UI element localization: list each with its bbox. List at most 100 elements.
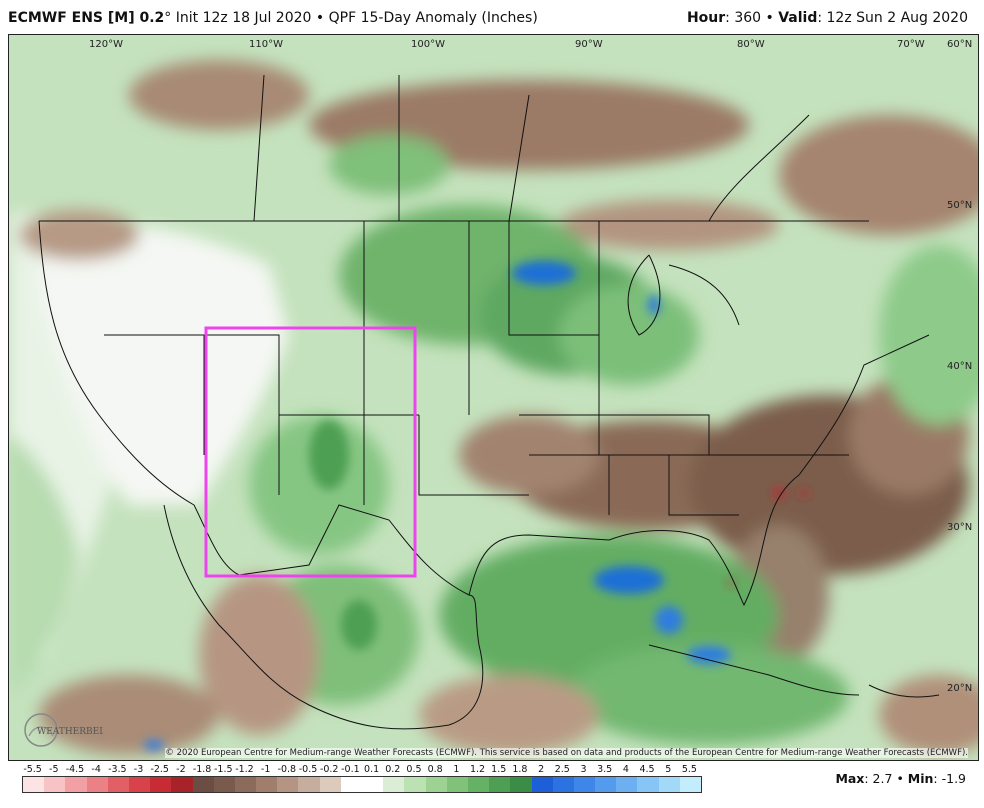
geographic-boundaries <box>38 74 940 730</box>
colorbar-swatch <box>573 777 596 792</box>
lon-label-90w: 90°W <box>575 39 603 50</box>
colorbar-tick-label: 4 <box>622 764 629 775</box>
precip-max-cells <box>144 261 809 750</box>
colorbar-tick-label: -4 <box>91 764 101 775</box>
colorbar-tick-label: 5.5 <box>681 764 697 775</box>
lat-label-30n: 30°N <box>947 522 973 533</box>
colorbar-tick-label: 2 <box>538 764 545 775</box>
colorbar-swatch <box>467 777 490 792</box>
colorbar-tick-label: 1 <box>453 764 460 775</box>
colorbar-tick-label: 0.1 <box>364 764 380 775</box>
colorbar-swatch <box>150 777 172 792</box>
colorbar-tick-label: -0.1 <box>341 764 360 775</box>
colorbar-swatch <box>298 777 320 792</box>
min-label: Min <box>907 771 934 786</box>
colorbar-tick-label: -1.8 <box>192 764 212 775</box>
colorbar-swatch <box>658 777 680 792</box>
colorbar-tick-label: 1.2 <box>469 764 486 775</box>
product-name: QPF 15-Day Anomaly (Inches) <box>328 10 538 26</box>
colorbar-swatch <box>362 777 384 792</box>
valid-time-info: Hour: 360 • Valid: 12z Sun 2 Aug 2020 <box>687 10 968 26</box>
colorbar-tick-label: 3.5 <box>597 764 613 775</box>
colorbar-swatch <box>595 777 617 792</box>
colorbar-tick-label: 1.5 <box>491 764 507 775</box>
lat-label-20n: 20°N <box>947 683 973 694</box>
colorbar-tick-label: -0.8 <box>277 764 297 775</box>
colorbar-swatch <box>531 777 553 792</box>
colorbar-tick-label: -4.5 <box>65 764 85 775</box>
colorbar-tick-label: 0.5 <box>406 764 422 775</box>
colorbar-tick-label: -1.2 <box>235 764 254 775</box>
colorbar-swatch <box>404 777 426 792</box>
colorbar-tick-label: 0.2 <box>385 764 401 775</box>
colorbar-swatch <box>256 777 278 792</box>
valid-label: Valid <box>778 10 818 26</box>
colorbar-tick-label: -5 <box>49 764 59 775</box>
lon-label-100w: 100°W <box>411 39 445 50</box>
degree-symbol: ° <box>164 10 172 26</box>
weatherbell-logo: WEATHERBELL <box>23 712 103 748</box>
model-name: ECMWF ENS [M] 0.2 <box>8 10 165 26</box>
colorbar-swatch <box>383 777 405 792</box>
colorbar-swatch <box>65 777 87 792</box>
colorbar-swatch <box>510 777 532 792</box>
lon-label-70w: 70°W <box>897 39 925 50</box>
colorbar-swatch <box>277 777 299 792</box>
colorbar-tick-label: 2.5 <box>554 764 570 775</box>
colorbar-tick-label: 1.8 <box>512 764 528 775</box>
colorbar-swatch <box>425 777 447 792</box>
colorbar-tick-label: 0.8 <box>427 764 443 775</box>
lat-label-60n: 60°N <box>947 39 973 50</box>
colorbar-swatch <box>23 777 45 792</box>
max-value: : 2.7 <box>864 771 893 786</box>
header: ECMWF ENS [M] 0.2° Init 12z 18 Jul 2020 … <box>0 0 984 34</box>
colorbar-swatch <box>128 777 151 792</box>
colorbar-tick-label: 5 <box>665 764 672 775</box>
colorbar-swatch <box>319 777 341 792</box>
copyright-credit: © 2020 European Centre for Medium-range … <box>165 748 968 758</box>
colorbar-swatch <box>489 777 511 792</box>
colorbar-tick-label: -1 <box>260 764 271 775</box>
hour-value: : 360 <box>725 10 762 26</box>
colorbar-tick-label: -0.5 <box>298 764 318 775</box>
min-value: : -1.9 <box>933 771 966 786</box>
hour-label: Hour <box>686 10 726 26</box>
highlight-box <box>204 326 417 578</box>
lon-label-80w: 80°W <box>737 39 765 50</box>
colorbar-swatch <box>107 777 129 792</box>
colorbar-swatch <box>86 777 108 792</box>
title-separator: • <box>315 10 325 26</box>
valid-separator: • <box>765 10 774 26</box>
colorbar <box>22 776 702 793</box>
lat-label-50n: 50°N <box>947 200 973 211</box>
colorbar-swatch <box>192 777 214 792</box>
init-time: Init 12z 18 Jul 2020 <box>175 10 312 26</box>
colorbar-swatch <box>44 777 66 792</box>
anomaly-map[interactable]: 120°W 110°W 100°W 90°W 80°W 70°W 60°N 50… <box>8 34 979 761</box>
colorbar-tick-label: -0.2 <box>319 764 339 775</box>
colorbar-swatch <box>616 777 638 792</box>
colorbar-swatch <box>234 777 257 792</box>
colorbar-tick-label: -1.5 <box>214 764 233 775</box>
max-min-stats: Max: 2.7 • Min: -1.9 <box>835 771 966 786</box>
lat-label-40n: 40°N <box>947 361 973 372</box>
lon-label-120w: 120°W <box>89 39 123 50</box>
colorbar-labels: -5.5 -5 -4.5 -4 -3.5 -3 -2.5 -2 -1.8 -1.5 -1.2 -1 -0… <box>22 764 700 776</box>
lon-label-110w: 110°W <box>249 39 283 50</box>
logo-text: WEATHERBELL <box>37 727 103 737</box>
colorbar-swatch <box>340 777 362 792</box>
colorbar-swatch <box>446 777 468 792</box>
colorbar-swatch <box>552 777 574 792</box>
colorbar-swatch <box>679 777 701 792</box>
colorbar-tick-label: -5.5 <box>23 764 42 775</box>
colorbar-tick-label: 4.5 <box>639 764 655 775</box>
colorbar-swatch <box>637 777 659 792</box>
colorbar-swatch <box>171 777 193 792</box>
map-title: ECMWF ENS [M] 0.2° Init 12z 18 Jul 2020 … <box>8 10 538 26</box>
colorbar-swatch <box>213 777 235 792</box>
colorbar-tick-label: -2.5 <box>150 764 169 775</box>
colorbar-tick-label: -3.5 <box>108 764 127 775</box>
colorbar-tick-label: -2 <box>176 764 186 775</box>
map-canvas <box>9 35 978 760</box>
colorbar-tick-label: 3 <box>580 764 587 775</box>
